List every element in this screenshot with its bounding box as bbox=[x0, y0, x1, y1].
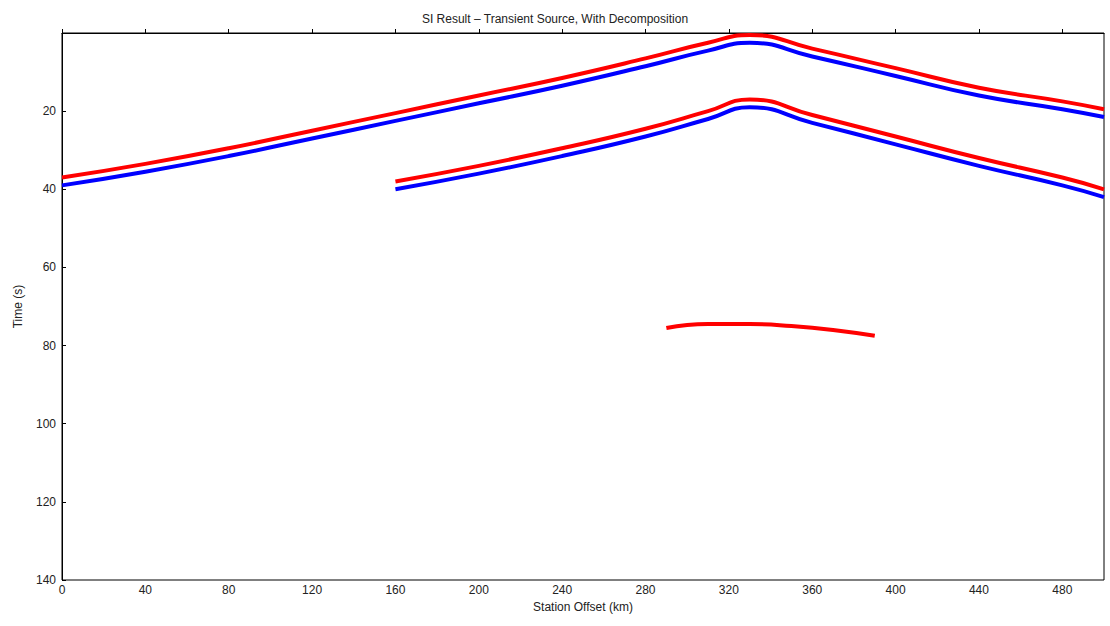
svg-text:20: 20 bbox=[43, 104, 57, 118]
svg-text:80: 80 bbox=[43, 339, 57, 353]
svg-text:140: 140 bbox=[36, 573, 56, 587]
svg-text:0: 0 bbox=[59, 583, 66, 597]
svg-text:40: 40 bbox=[139, 583, 153, 597]
svg-text:60: 60 bbox=[43, 260, 57, 274]
svg-text:120: 120 bbox=[302, 583, 322, 597]
svg-text:360: 360 bbox=[802, 583, 822, 597]
svg-text:200: 200 bbox=[469, 583, 489, 597]
svg-text:280: 280 bbox=[636, 583, 656, 597]
svg-text:Time (s): Time (s) bbox=[11, 285, 25, 329]
svg-text:Station Offset (km): Station Offset (km) bbox=[533, 600, 633, 614]
svg-text:400: 400 bbox=[886, 583, 906, 597]
svg-text:80: 80 bbox=[222, 583, 236, 597]
svg-text:440: 440 bbox=[969, 583, 989, 597]
svg-text:160: 160 bbox=[385, 583, 405, 597]
svg-text:40: 40 bbox=[43, 182, 57, 196]
svg-text:SI Result – Transient Source,: SI Result – Transient Source, With Decom… bbox=[422, 12, 688, 26]
svg-text:480: 480 bbox=[1052, 583, 1072, 597]
svg-text:240: 240 bbox=[552, 583, 572, 597]
svg-text:320: 320 bbox=[719, 583, 739, 597]
svg-text:120: 120 bbox=[36, 495, 56, 509]
svg-text:100: 100 bbox=[36, 417, 56, 431]
